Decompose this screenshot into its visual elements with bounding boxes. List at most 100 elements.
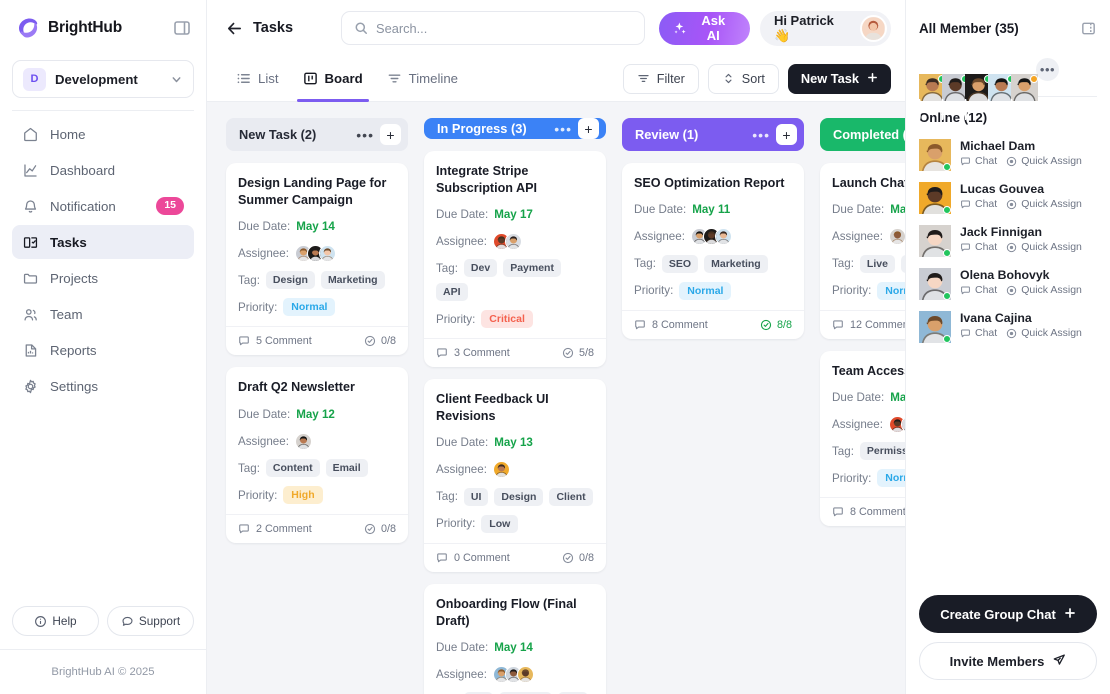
add-card-button[interactable]: +: [578, 118, 599, 139]
sidebar-item-tasks[interactable]: Tasks: [12, 225, 194, 259]
quick-assign-action[interactable]: Quick Assign: [1006, 155, 1082, 167]
chat-action[interactable]: Chat: [960, 198, 997, 210]
quick-assign-label: Quick Assign: [1021, 155, 1082, 167]
invite-members-button[interactable]: Invite Members: [919, 642, 1097, 680]
due-date-label: Due Date:: [238, 407, 291, 421]
members-panel-title: All Member (35): [919, 20, 1019, 36]
tab-board[interactable]: Board: [293, 56, 373, 102]
search-box[interactable]: [341, 11, 645, 45]
ask-ai-button[interactable]: Ask AI: [658, 11, 750, 45]
checklist-progress: 0/8: [562, 552, 594, 564]
tab-timeline[interactable]: Timeline: [377, 56, 468, 102]
target-icon: [1006, 199, 1017, 210]
task-card[interactable]: Client Feedback UI Revisions Due Date: May…: [424, 379, 606, 572]
assignee-label: Assignee:: [436, 667, 487, 681]
chat-action[interactable]: Chat: [960, 241, 997, 253]
ask-ai-label: Ask AI: [701, 13, 726, 43]
task-card[interactable]: Onboarding Flow (Final Draft) Due Date: Ma…: [424, 583, 606, 694]
member-avatar[interactable]: [965, 54, 992, 120]
checklist-progress: 0/8: [364, 335, 396, 347]
assignee-avatars[interactable]: [492, 665, 534, 683]
tag-row: Tag: Content Email: [238, 459, 396, 478]
tag-label: Tag:: [832, 257, 854, 271]
member-avatar[interactable]: [1011, 54, 1038, 120]
sidebar-item-notification[interactable]: Notification 15: [12, 189, 194, 223]
sidebar-item-label: Tasks: [50, 234, 87, 250]
chat-action[interactable]: Chat: [960, 284, 997, 296]
tag-label: Tag:: [436, 261, 458, 275]
card-footer: 0 Comment 0/8: [424, 542, 606, 572]
quick-assign-action[interactable]: Quick Assign: [1006, 241, 1082, 253]
tasks-icon: [22, 234, 39, 251]
chat-action[interactable]: Chat: [960, 155, 997, 167]
status-dot: [943, 206, 951, 214]
member-list-item[interactable]: Lucas Gouvea Chat Quick Assign: [919, 177, 1097, 220]
workspace-selector[interactable]: D Development: [12, 60, 194, 98]
back-to-tasks[interactable]: Tasks: [226, 20, 293, 37]
priority-label: Priority:: [238, 488, 278, 502]
card-footer: 3 Comment 5/8: [424, 338, 606, 367]
task-tag: Product: [498, 692, 553, 694]
member-list-item[interactable]: Michael Dam Chat Quick Assign: [919, 134, 1097, 177]
tab-list[interactable]: List: [226, 56, 289, 102]
task-tag: Dev: [463, 259, 498, 278]
user-menu[interactable]: Hi Patrick 👋: [759, 10, 891, 46]
task-card[interactable]: Integrate Stripe Subscription API Due Dat…: [424, 151, 606, 368]
support-button[interactable]: Support: [107, 606, 194, 636]
quick-assign-action[interactable]: Quick Assign: [1006, 327, 1082, 339]
member-list-item[interactable]: Olena Bohovyk Chat Quick Assign: [919, 263, 1097, 306]
kanban-column: Review (1) ••• + SEO Optimization Report Due…: [622, 118, 804, 694]
quick-assign-action[interactable]: Quick Assign: [1006, 284, 1082, 296]
task-card[interactable]: Design Landing Page for Summer Campaign D…: [226, 163, 408, 356]
comment-count: 0 Comment: [436, 552, 510, 564]
new-task-button[interactable]: New Task: [787, 63, 891, 94]
comment-icon: [436, 552, 448, 564]
quick-assign-action[interactable]: Quick Assign: [1006, 198, 1082, 210]
report-icon: [22, 342, 39, 359]
add-card-button[interactable]: +: [776, 124, 797, 145]
priority-badge: Norm: [877, 281, 905, 300]
task-tag: Design: [494, 487, 544, 506]
assignee-avatars[interactable]: [492, 461, 510, 479]
sidebar-item-dashboard[interactable]: Dashboard: [12, 153, 194, 187]
task-card[interactable]: Launch Chat S Due Date: May Assignee: Tag: Li…: [820, 163, 905, 339]
check-circle-icon: [760, 319, 772, 331]
filter-button[interactable]: Filter: [622, 63, 699, 94]
task-card[interactable]: SEO Optimization Report Due Date: May 11 As…: [622, 163, 804, 339]
assignee-avatars[interactable]: [492, 232, 522, 250]
assignee-avatars[interactable]: [294, 432, 312, 450]
chat-action[interactable]: Chat: [960, 327, 997, 339]
bell-icon: [22, 198, 39, 215]
help-button[interactable]: Help: [12, 606, 99, 636]
sidebar-item-home[interactable]: Home: [12, 117, 194, 151]
priority-row: Priority: Normal: [634, 281, 792, 300]
task-card[interactable]: Draft Q2 Newsletter Due Date: May 12 Assign…: [226, 367, 408, 544]
avatar: [919, 182, 951, 214]
card-footer: 2 Comment 0/8: [226, 514, 408, 543]
sidebar-item-team[interactable]: Team: [12, 297, 194, 331]
due-date-value: May 13: [494, 436, 533, 450]
assignee-avatars[interactable]: [690, 228, 732, 246]
task-card[interactable]: Team Access R Due Date: May Assignee: Tag: Pe…: [820, 350, 905, 527]
board-icon: [303, 71, 318, 86]
panel-collapse-icon[interactable]: [1080, 20, 1097, 37]
comment-count: 3 Comment: [436, 347, 510, 359]
chart-line-icon: [22, 162, 39, 179]
sidebar-item-reports[interactable]: Reports: [12, 333, 194, 367]
member-list-item[interactable]: Jack Finnigan Chat Quick Assign: [919, 220, 1097, 263]
member-list-item[interactable]: Ivana Cajina Chat Quick Assign: [919, 306, 1097, 349]
assignee-avatars[interactable]: [294, 244, 336, 262]
assignee-avatars[interactable]: [888, 415, 905, 433]
column-header: In Progress (3) ••• +: [424, 118, 606, 139]
assignee-label: Assignee:: [238, 434, 289, 448]
search-input[interactable]: [376, 20, 632, 36]
assignee-avatars[interactable]: [888, 228, 905, 246]
create-group-chat-button[interactable]: Create Group Chat: [919, 595, 1097, 633]
add-card-button[interactable]: +: [380, 124, 401, 145]
more-members-button[interactable]: •••: [1034, 56, 1061, 83]
sidebar-item-settings[interactable]: Settings: [12, 369, 194, 403]
panel-toggle-icon[interactable]: [172, 18, 192, 38]
sidebar-item-projects[interactable]: Projects: [12, 261, 194, 295]
sort-button[interactable]: Sort: [707, 63, 779, 94]
member-name: Ivana Cajina: [960, 311, 1032, 325]
